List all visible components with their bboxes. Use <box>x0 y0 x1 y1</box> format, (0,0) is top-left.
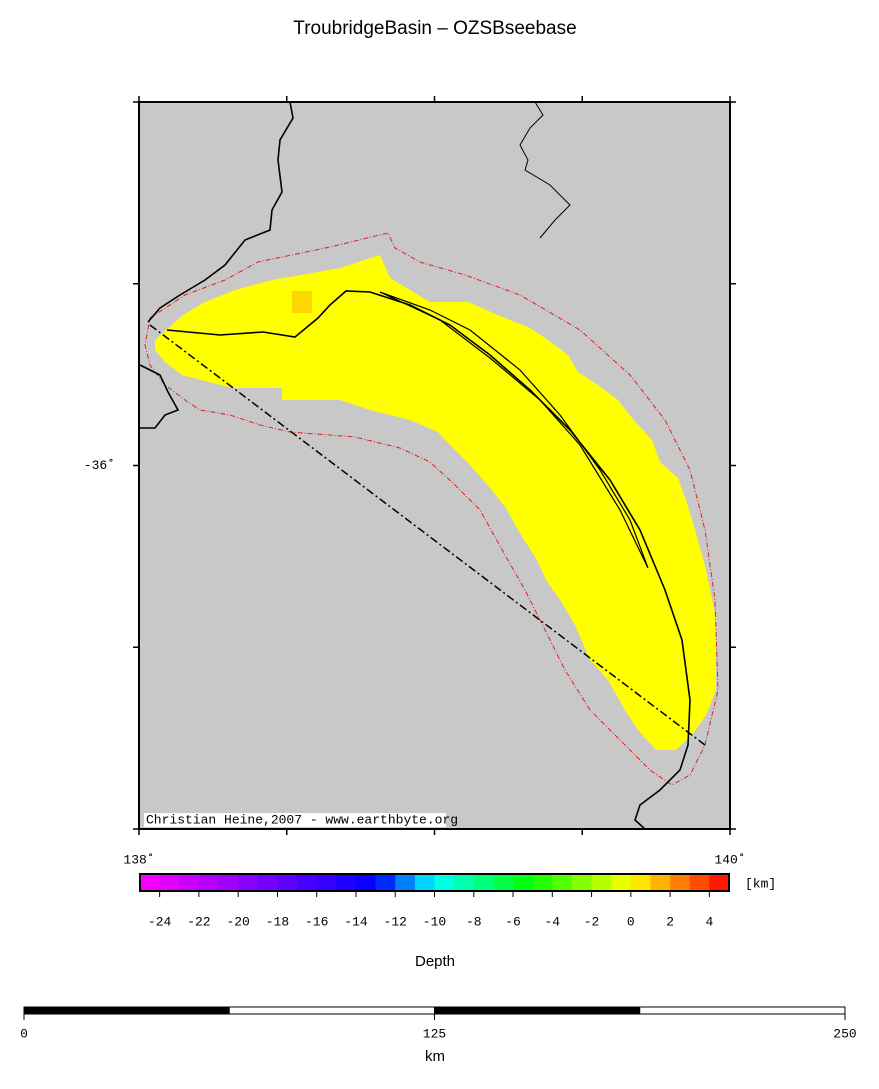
basin-area <box>155 255 716 750</box>
scalebar-segment <box>23 1006 230 1015</box>
colorbar-cell <box>532 874 553 891</box>
colorbar-cell <box>571 874 593 891</box>
colorbar-cell <box>493 874 514 891</box>
scalebar-label: km <box>425 1048 445 1065</box>
colorbar-cell <box>434 874 455 891</box>
colorbar-cell <box>709 874 730 891</box>
colorbar-cell <box>257 874 278 891</box>
section-line <box>149 324 706 746</box>
colorbar-tick-label: -10 <box>423 914 446 929</box>
scalebar-segment <box>228 1006 435 1015</box>
scalebar-segment <box>434 1006 641 1015</box>
colorbar-cell <box>414 874 435 891</box>
colorbar-cell <box>513 874 534 891</box>
colorbar-cell <box>591 874 612 891</box>
x-tick-label: 140˚ <box>714 852 745 867</box>
colorbar-cell <box>218 874 239 891</box>
colorbar-cell <box>198 874 220 891</box>
colorbar-tick-label: -22 <box>187 914 210 929</box>
colorbar-cell <box>375 874 396 891</box>
colorbar-tick-label: -12 <box>384 914 407 929</box>
colorbar-tick-label: 4 <box>705 914 713 929</box>
credit: Christian Heine,2007 - www.earthbyte.org <box>146 812 458 827</box>
colorbar-tick-label: 2 <box>666 914 674 929</box>
colorbar-cell <box>650 874 671 891</box>
basin-outline <box>144 232 719 786</box>
colorbar-tick-label: -6 <box>505 914 521 929</box>
colorbar-tick-label: -20 <box>226 914 249 929</box>
colorbar-label: Depth <box>415 953 455 970</box>
scalebar-tick-label: 0 <box>20 1026 28 1041</box>
colorbar-cell <box>670 874 691 891</box>
colorbar-cell <box>454 874 475 891</box>
colorbar-cell <box>238 874 259 891</box>
colorbar-cell <box>159 874 180 891</box>
y-tick-label: -36˚ <box>84 458 115 473</box>
title: TroubridgeBasin – OZSBseebase <box>293 18 576 39</box>
colorbar-cell <box>179 874 200 891</box>
colorbar-tick-label: 0 <box>627 914 635 929</box>
colorbar-cell <box>473 874 494 891</box>
colorbar-unit: [km] <box>745 876 776 891</box>
colorbar-cell <box>140 874 161 891</box>
scalebar-tick-label: 250 <box>833 1026 856 1041</box>
colorbar-tick-label: -8 <box>466 914 482 929</box>
colorbar-tick-label: -14 <box>344 914 368 929</box>
colorbar-tick-label: -16 <box>305 914 328 929</box>
colorbar-cell <box>336 874 357 891</box>
x-tick-label: 138˚ <box>123 852 154 867</box>
colorbar-cell <box>611 874 632 891</box>
colorbar-cell <box>297 874 318 891</box>
colorbar-cell <box>689 874 710 891</box>
scalebar-segment <box>639 1006 846 1015</box>
colorbar-cell <box>630 874 651 891</box>
colorbar-cell <box>395 874 416 891</box>
colorbar-cell <box>552 874 573 891</box>
colorbar-cell <box>316 874 337 891</box>
colorbar-tick-label: -24 <box>148 914 172 929</box>
colorbar-tick-label: -18 <box>266 914 289 929</box>
colorbar-tick-label: -2 <box>584 914 600 929</box>
credit-box <box>144 813 446 827</box>
colorbar-tick-label: -4 <box>544 914 560 929</box>
basin-deep-cell <box>292 291 312 313</box>
coastline <box>139 101 691 830</box>
colorbar-cell <box>277 874 298 891</box>
map: Christian Heine,2007 - www.earthbyte.org <box>138 101 731 830</box>
colorbar-cell <box>355 874 377 891</box>
scalebar-tick-label: 125 <box>423 1026 446 1041</box>
